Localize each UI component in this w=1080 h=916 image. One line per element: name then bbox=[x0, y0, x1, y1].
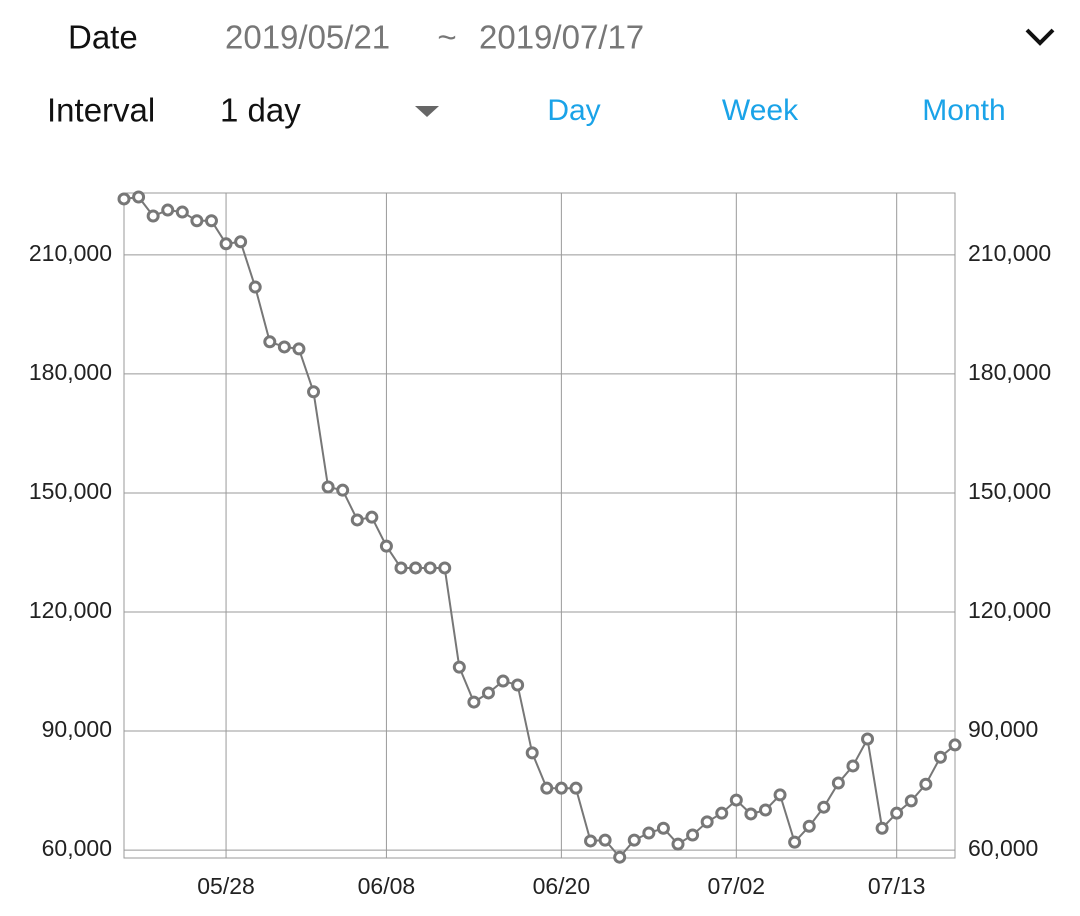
data-point bbox=[904, 794, 918, 808]
dropdown-arrow[interactable] bbox=[415, 106, 439, 117]
data-point bbox=[656, 821, 670, 835]
data-point bbox=[423, 561, 437, 575]
data-point bbox=[831, 776, 845, 790]
data-point bbox=[452, 660, 466, 674]
date-end[interactable]: 2019/07/17 bbox=[479, 19, 644, 56]
data-point bbox=[146, 209, 160, 223]
data-point bbox=[788, 835, 802, 849]
y-tick-label: 210,000 bbox=[29, 240, 112, 266]
interval-value[interactable]: 1 day bbox=[220, 92, 301, 129]
y2-tick-label: 180,000 bbox=[968, 359, 1051, 385]
data-point bbox=[729, 793, 743, 807]
tab-day[interactable]: Day bbox=[547, 94, 600, 127]
x-tick-label: 07/13 bbox=[868, 873, 926, 899]
date-start[interactable]: 2019/05/21 bbox=[225, 19, 390, 56]
y2-tick-label: 90,000 bbox=[968, 716, 1038, 742]
expand-chevron[interactable] bbox=[1025, 28, 1055, 46]
data-point bbox=[525, 746, 539, 760]
chart: 60,000 60,000 90,000 90,000 120,000 120,000 15… bbox=[29, 190, 1051, 899]
data-point bbox=[511, 678, 525, 692]
data-point bbox=[758, 803, 772, 817]
data-point bbox=[350, 513, 364, 527]
data-point bbox=[875, 821, 889, 835]
y2-tick-label: 150,000 bbox=[968, 478, 1051, 504]
y-tick-label: 150,000 bbox=[29, 478, 112, 504]
data-line bbox=[123, 195, 956, 859]
data-point bbox=[890, 806, 904, 820]
data-point bbox=[540, 781, 554, 795]
data-point bbox=[861, 732, 875, 746]
x-tick-label: 05/28 bbox=[197, 873, 255, 899]
data-point bbox=[686, 828, 700, 842]
data-point bbox=[467, 695, 481, 709]
data-point bbox=[132, 190, 146, 204]
data-point bbox=[817, 800, 831, 814]
data-point bbox=[613, 850, 627, 864]
date-range[interactable]: 2019/05/21 ~ 2019/07/17 bbox=[225, 19, 644, 56]
y-tick-label: 90,000 bbox=[42, 716, 112, 742]
date-label: Date bbox=[68, 19, 138, 56]
data-point bbox=[321, 480, 335, 494]
data-point bbox=[584, 834, 598, 848]
data-point bbox=[773, 788, 787, 802]
data-point bbox=[846, 759, 860, 773]
data-point bbox=[496, 674, 510, 688]
y2-tick-label: 60,000 bbox=[968, 835, 1038, 861]
x-tick-label: 06/20 bbox=[533, 873, 591, 899]
data-point bbox=[365, 510, 379, 524]
x-tick-label: 06/08 bbox=[358, 873, 416, 899]
y-tick-label: 120,000 bbox=[29, 597, 112, 623]
data-point bbox=[933, 750, 947, 764]
data-point bbox=[409, 561, 423, 575]
data-point bbox=[700, 815, 714, 829]
data-point bbox=[292, 342, 306, 356]
plot-frame bbox=[123, 192, 956, 859]
data-point bbox=[394, 561, 408, 575]
data-point bbox=[627, 833, 641, 847]
data-point bbox=[438, 561, 452, 575]
data-point bbox=[161, 203, 175, 217]
data-point bbox=[481, 686, 495, 700]
data-point bbox=[598, 833, 612, 847]
data-point bbox=[190, 214, 204, 228]
y2-tick-label: 120,000 bbox=[968, 597, 1051, 623]
x-tick-label: 07/02 bbox=[708, 873, 766, 899]
data-point bbox=[234, 235, 248, 249]
date-separator: ~ bbox=[437, 19, 456, 56]
tab-month[interactable]: Month bbox=[922, 94, 1005, 127]
data-point bbox=[569, 781, 583, 795]
data-point bbox=[263, 335, 277, 349]
data-point bbox=[671, 837, 685, 851]
y-tick-label: 60,000 bbox=[42, 835, 112, 861]
tab-week[interactable]: Week bbox=[722, 94, 799, 127]
data-point bbox=[219, 237, 233, 251]
data-point bbox=[919, 777, 933, 791]
interval-label: Interval bbox=[47, 92, 155, 129]
data-point bbox=[744, 807, 758, 821]
data-point bbox=[248, 280, 262, 294]
data-point bbox=[117, 192, 131, 206]
data-point bbox=[336, 483, 350, 497]
y-tick-label: 180,000 bbox=[29, 359, 112, 385]
data-point bbox=[715, 806, 729, 820]
data-point bbox=[204, 214, 218, 228]
data-point bbox=[554, 781, 568, 795]
data-point bbox=[642, 826, 656, 840]
data-point bbox=[277, 340, 291, 354]
data-point bbox=[307, 385, 321, 399]
data-point bbox=[379, 539, 393, 553]
data-point bbox=[948, 738, 962, 752]
y2-tick-label: 210,000 bbox=[968, 240, 1051, 266]
data-point bbox=[802, 819, 816, 833]
data-point bbox=[175, 205, 189, 219]
